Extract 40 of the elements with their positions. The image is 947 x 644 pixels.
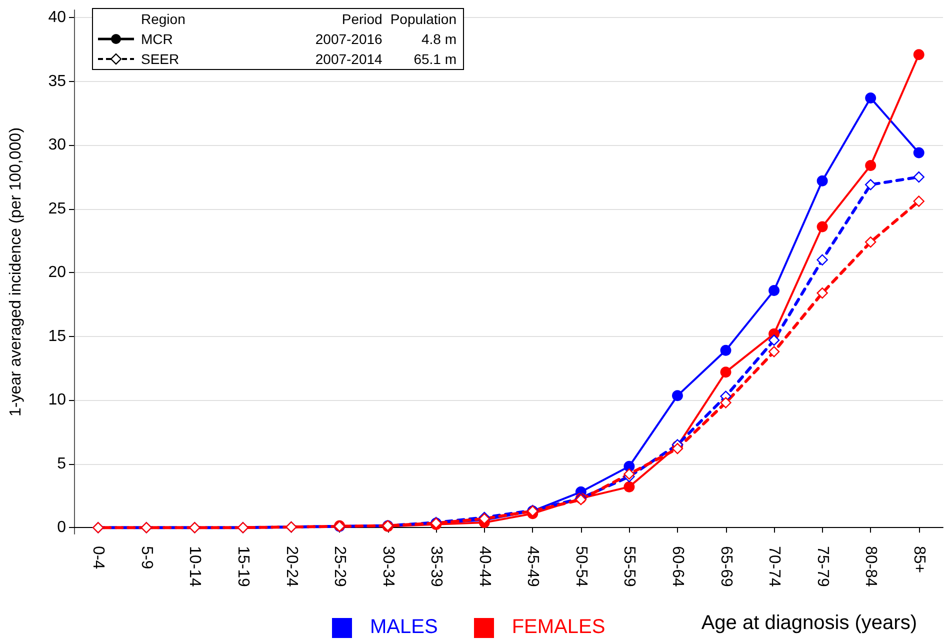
y-tick-label: 25 <box>48 200 66 218</box>
x-tick-label: 0-4 <box>90 546 107 570</box>
x-tick-label: 5-9 <box>138 546 155 570</box>
y-tick-label: 40 <box>48 9 66 26</box>
x-tick-label: 85+ <box>910 546 928 574</box>
annotation: Period <box>340 10 384 29</box>
annotation: 2007-2014 <box>314 50 384 69</box>
x-tick-label: 80-84 <box>862 546 880 588</box>
y-tick-label: 20 <box>48 264 66 282</box>
annotation: SEER <box>140 50 180 69</box>
annotation: 65.1 m <box>412 50 458 69</box>
y-tick-label: 5 <box>57 455 66 472</box>
annotation: Region <box>140 10 186 29</box>
annotation: Population <box>389 10 458 29</box>
x-axis-title: Age at diagnosis (years) <box>701 612 917 635</box>
annotation: MCR <box>140 30 174 49</box>
text: FEMALES <box>512 616 606 639</box>
x-tick-label: 50-54 <box>572 546 590 588</box>
x-tick-label: 70-74 <box>766 546 783 588</box>
x-tick-label: 55-59 <box>620 546 638 588</box>
x-tick-label: 75-79 <box>814 546 831 588</box>
y-tick-label: 30 <box>48 136 66 154</box>
x-tick-label: 25-29 <box>331 546 348 588</box>
x-tick-label: 35-39 <box>428 546 445 588</box>
x-tick-label: 10-14 <box>186 546 204 588</box>
x-tick-label: 15-19 <box>234 546 252 588</box>
x-tick-label: 45-49 <box>524 546 542 588</box>
annotation: 4.8 m <box>420 30 458 49</box>
x-tick-label: 20-24 <box>282 546 300 588</box>
y-tick-label: 35 <box>48 72 66 90</box>
x-tick-label: 30-34 <box>379 546 396 588</box>
x-tick-label: 40-44 <box>476 546 493 588</box>
x-tick-label: 60-64 <box>668 546 686 588</box>
annotation: 2007-2016 <box>314 30 384 49</box>
y-tick-label: 15 <box>48 328 66 345</box>
y-tick-label: 10 <box>48 392 66 409</box>
text: MALES <box>370 616 438 639</box>
x-tick-label: 65-69 <box>717 546 734 588</box>
y-tick-label: 0 <box>57 519 66 536</box>
y-axis-title: 1-year averaged incidence (per 100,000) <box>8 127 24 417</box>
